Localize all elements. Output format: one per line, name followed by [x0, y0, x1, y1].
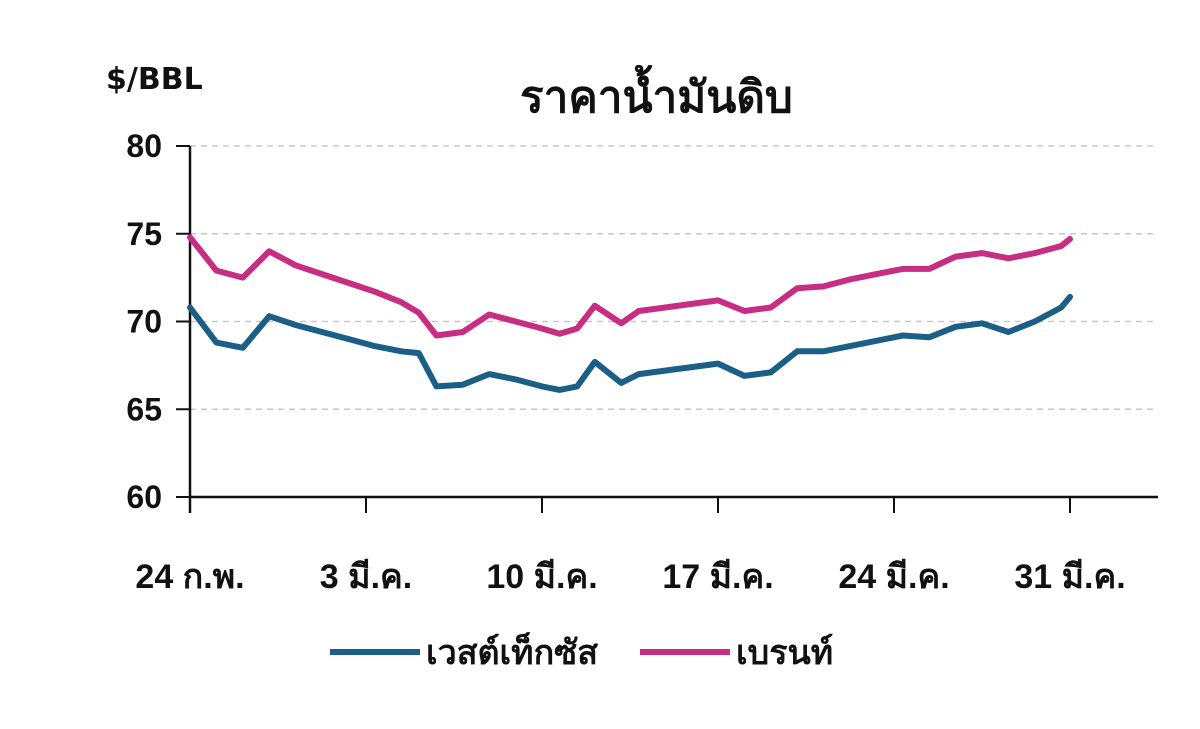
y-tick-label-80: 80 [126, 128, 162, 164]
legend-item-wti: เวสต์เท็กซัส [330, 625, 598, 679]
y-tick-label-75: 75 [126, 216, 162, 252]
legend-label-wti: เวสต์เท็กซัส [426, 633, 598, 673]
x-tick-label-5: 31 มี.ค. [1014, 558, 1125, 596]
legend-swatch-brent [640, 649, 730, 655]
x-tick-label-1: 3 มี.ค. [320, 558, 412, 596]
chart-title: ราคาน้ำมันดิบ [520, 72, 793, 123]
gridlines [190, 145, 1158, 410]
y-tick-label-70: 70 [126, 304, 162, 340]
legend: เวสต์เท็กซัส เบรนท์ [330, 625, 875, 679]
x-tick-label-2: 10 มี.ค. [486, 558, 597, 596]
series-lines [187, 234, 1073, 393]
legend-label-brent: เบรนท์ [736, 633, 834, 673]
series-line-1 [187, 234, 1073, 339]
x-tick-label-4: 24 มี.ค. [838, 558, 949, 596]
legend-item-brent: เบรนท์ [640, 625, 833, 679]
y-tick-label-65: 65 [126, 391, 162, 427]
y-tick-label-60: 60 [126, 479, 162, 515]
axes [188, 146, 1158, 513]
x-tick-label-3: 17 มี.ค. [662, 558, 773, 596]
x-tick-label-0: 24 ก.พ. [135, 558, 244, 596]
series-line-0 [187, 293, 1073, 393]
y-axis-ticks: 60 65 70 75 80 [126, 128, 190, 515]
legend-swatch-wti [330, 649, 420, 655]
y-axis-label: $/BBL [106, 62, 203, 97]
x-axis-ticks: 24 ก.พ. 3 มี.ค. 10 มี.ค. 17 มี.ค. 24 มี.ค. 31… [135, 497, 1126, 596]
